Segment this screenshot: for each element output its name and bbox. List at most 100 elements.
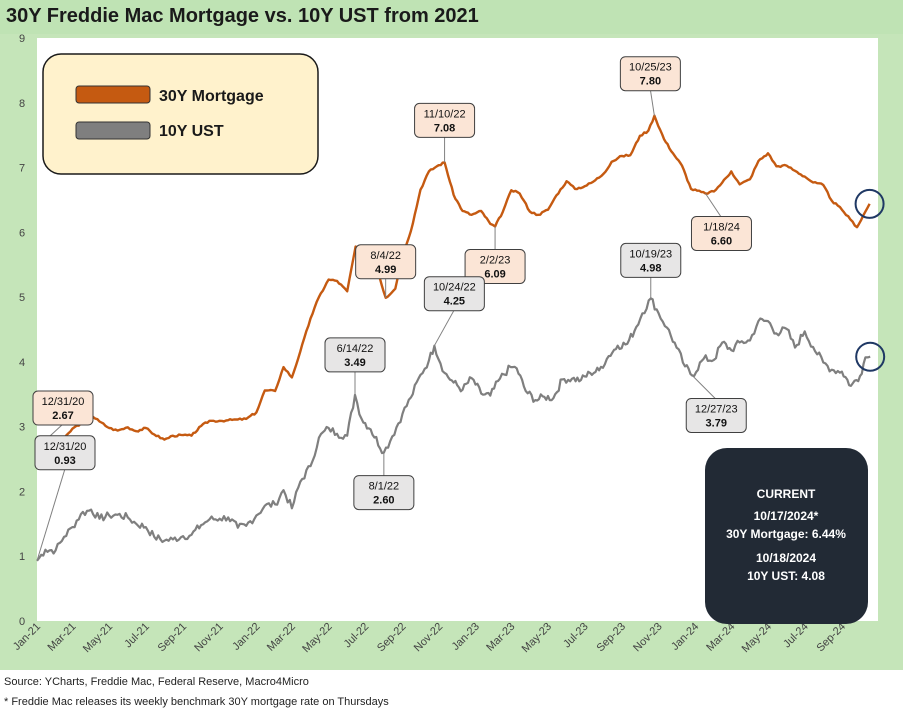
x-tick-label: Mar-24 (704, 621, 737, 654)
callout-value: 6.09 (484, 269, 505, 281)
callout-box (685, 397, 747, 433)
y-tick-label: 2 (19, 486, 25, 498)
x-tick-label: Jul-22 (342, 621, 372, 651)
callout-date: 12/31/20 (42, 396, 85, 408)
callout-box (34, 435, 96, 471)
legend: 30Y Mortgage 10Y UST (42, 53, 319, 175)
callout: 1/18/24 6.60 (690, 193, 752, 251)
x-tick-label: Mar-22 (265, 621, 298, 654)
y-tick-label: 3 (19, 422, 25, 434)
callout-date: 2/2/23 (480, 255, 511, 267)
y-tick-label: 8 (19, 98, 25, 110)
callout: 2/2/23 6.09 (464, 226, 526, 285)
callout-value: 3.49 (344, 357, 365, 369)
y-tick-label: 7 (19, 163, 25, 175)
y-tick-label: 5 (19, 292, 25, 304)
callout: 8/1/22 2.60 (353, 452, 415, 511)
legend-swatch-30y-mortgage (75, 85, 151, 104)
y-tick-label: 6 (19, 227, 25, 239)
callout-date: 11/10/22 (424, 108, 466, 120)
callout-value: 4.98 (640, 262, 661, 274)
x-tick-label: Jan-24 (669, 621, 701, 653)
callout: 12/31/20 0.93 (34, 435, 96, 561)
legend-label-10y-ust: 10Y UST (159, 123, 224, 140)
callout: 6/14/22 3.49 (324, 337, 386, 395)
callout-leader (36, 468, 66, 561)
current-box: CURRENT 10/17/2024* 30Y Mortgage: 6.44% 10/… (705, 448, 868, 624)
x-tick-label: Nov-22 (412, 621, 446, 655)
callout-leader (433, 309, 455, 346)
callout-box (464, 249, 526, 285)
x-tick-label: Mar-23 (484, 621, 517, 654)
x-tick-label: Sep-24 (814, 621, 848, 655)
x-tick-label: Jan-22 (230, 621, 262, 653)
legend-box (42, 53, 319, 175)
callout-date: 6/14/22 (337, 343, 374, 355)
callout-date: 10/24/22 (433, 282, 476, 294)
x-tick-label: Jan-21 (11, 621, 43, 653)
callout-value: 6.60 (711, 235, 732, 247)
title-bar: 30Y Freddie Mac Mortgage vs. 10Y UST fro… (0, 0, 903, 34)
callout-box (355, 244, 417, 280)
callout-value: 3.79 (706, 417, 727, 429)
x-tick-label: May-24 (740, 621, 774, 655)
x-tick-label: Nov-21 (192, 621, 226, 655)
current-circle-ust (855, 341, 886, 372)
y-tick-label: 0 (19, 616, 25, 628)
callout-date: 1/18/24 (703, 221, 740, 233)
current-mortgage-date: 10/17/2024* (754, 509, 819, 523)
callout-leader (649, 89, 655, 116)
x-tick-label: May-22 (300, 621, 334, 655)
callout-box (353, 475, 415, 511)
callout-date: 10/25/23 (629, 62, 672, 74)
x-tick-label: Jul-24 (781, 621, 811, 651)
x-tick-label: Nov-23 (631, 621, 665, 655)
callout-box (414, 102, 476, 138)
callout-value: 7.80 (640, 76, 661, 88)
callout: 8/4/22 4.99 (355, 244, 417, 298)
callout-date: 8/1/22 (369, 481, 400, 493)
current-ust-value: 10Y UST: 4.08 (747, 569, 825, 583)
chart-area: 0 1 2 3 4 5 6 7 8 9 Jan-21 Mar-21 May-21 Jul-21 Sep-21… (0, 34, 903, 670)
callout-value: 4.99 (375, 264, 396, 276)
x-tick-label: Jul-21 (122, 621, 152, 651)
footer: Source: YCharts, Freddie Mac, Federal Re… (0, 670, 903, 714)
x-tick-label: May-23 (520, 621, 554, 655)
callout-date: 8/4/22 (370, 250, 401, 262)
source-note: Source: YCharts, Freddie Mac, Federal Re… (4, 676, 309, 688)
x-tick-label: Jul-23 (561, 621, 591, 651)
callout-date: 10/19/23 (629, 248, 672, 260)
y-tick-label: 1 (19, 551, 25, 563)
chart-svg: 0 1 2 3 4 5 6 7 8 9 Jan-21 Mar-21 May-21 Jul-21 Sep-21… (11, 34, 886, 655)
callout: 12/31/20 2.67 (32, 390, 94, 449)
current-circle-mortgage (854, 188, 885, 219)
callout-box (620, 242, 682, 278)
footnote: * Freddie Mac releases its weekly benchm… (4, 696, 389, 708)
callout: 10/25/23 7.80 (619, 56, 681, 116)
callout-value: 0.93 (54, 455, 75, 467)
x-tick-label: Sep-21 (156, 621, 190, 655)
callout-box (324, 337, 386, 373)
callout: 12/27/23 3.79 (685, 375, 747, 433)
current-mortgage-value: 30Y Mortgage: 6.44% (726, 527, 846, 541)
x-tick-label: Mar-21 (45, 621, 78, 654)
callout-box (619, 56, 681, 92)
callout-date: 12/27/23 (695, 403, 738, 415)
callout-value: 4.25 (444, 296, 465, 308)
callout-leader (691, 375, 717, 400)
callout-box (423, 276, 485, 312)
series-line-10y-ust (36, 297, 871, 562)
callout-date: 12/31/20 (44, 441, 87, 453)
callout-box (690, 215, 752, 251)
legend-label-30y-mortgage: 30Y Mortgage (159, 88, 264, 105)
x-tick-label: Sep-23 (594, 621, 628, 655)
callout: 10/24/22 4.25 (423, 276, 485, 346)
y-tick-label: 9 (19, 34, 25, 45)
series-line-30y-mortgage (36, 114, 871, 450)
callout-value: 2.67 (52, 410, 73, 422)
current-heading: CURRENT (757, 487, 816, 501)
y-tick-label: 4 (19, 357, 25, 369)
callout-value: 2.60 (373, 495, 394, 507)
callout-value: 7.08 (434, 122, 455, 134)
callout-box (32, 390, 94, 426)
